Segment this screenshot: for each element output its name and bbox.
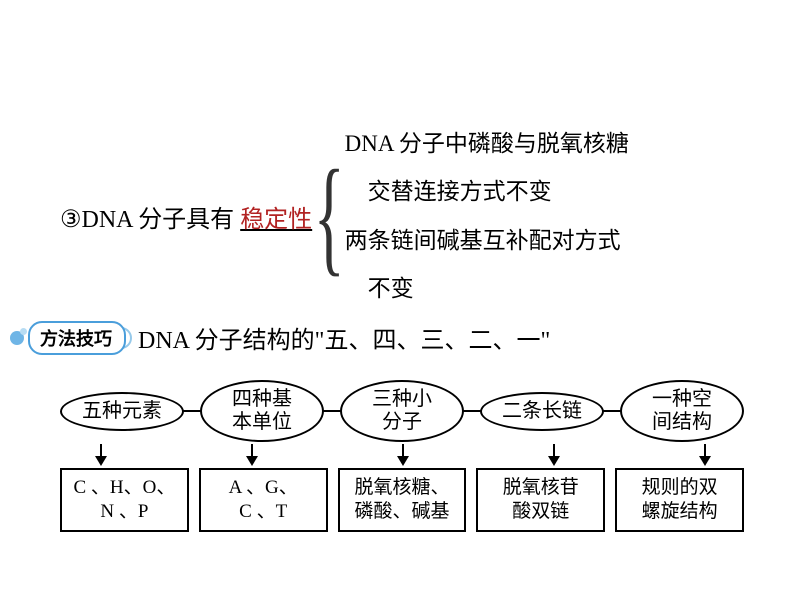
oval-line2: 分子 bbox=[356, 411, 448, 434]
oval-line1: 三种小 bbox=[372, 388, 432, 410]
structure-diagram: 五种元素 四种基 本单位 三种小 分子 二条长链 一种空 间结构 C 、H、O、… bbox=[60, 380, 744, 550]
brace-wrap: { DNA 分子中磷酸与脱氧核糖 交替连接方式不变 两条链间碱基互补配对方式 不… bbox=[316, 120, 629, 313]
oval-line1: 一种空 bbox=[652, 388, 712, 410]
oval-one: 一种空 间结构 bbox=[620, 380, 744, 442]
brace-items: DNA 分子中磷酸与脱氧核糖 交替连接方式不变 两条链间碱基互补配对方式 不变 bbox=[345, 120, 629, 313]
arrows-row bbox=[60, 444, 744, 466]
method-badge: 方法技巧 bbox=[10, 321, 126, 355]
oval-line2: 本单位 bbox=[216, 411, 308, 434]
box-chains: 脱氧核苷酸双链 bbox=[476, 468, 605, 532]
box-elements: C 、H、O、N 、P bbox=[60, 468, 189, 532]
prefix-text: ③DNA 分子具有 bbox=[60, 199, 234, 234]
stability-section: ③DNA 分子具有 稳定性 { DNA 分子中磷酸与脱氧核糖 交替连接方式不变 … bbox=[60, 120, 764, 313]
brace-line: DNA 分子中磷酸与脱氧核糖 bbox=[345, 120, 629, 168]
oval-five: 五种元素 bbox=[60, 392, 184, 431]
method-row: 方法技巧 DNA 分子结构的"五、四、三、二、一" bbox=[10, 320, 550, 355]
oval-line1: 四种基 bbox=[232, 388, 292, 410]
oval-line1: 二条长链 bbox=[502, 400, 582, 422]
brace-line: 交替连接方式不变 bbox=[345, 168, 629, 216]
boxes-row: C 、H、O、N 、P A 、G、C 、T 脱氧核糖、磷酸、碱基 脱氧核苷酸双链… bbox=[60, 468, 744, 532]
oval-line2: 间结构 bbox=[636, 411, 728, 434]
badge-text: 方法技巧 bbox=[28, 321, 126, 355]
ovals-row: 五种元素 四种基 本单位 三种小 分子 二条长链 一种空 间结构 bbox=[60, 380, 744, 442]
stability-word: 稳定性 bbox=[240, 199, 312, 234]
box-small-mol: 脱氧核糖、磷酸、碱基 bbox=[338, 468, 467, 532]
box-bases: A 、G、C 、T bbox=[199, 468, 328, 532]
box-structure: 规则的双螺旋结构 bbox=[615, 468, 744, 532]
brace-line: 不变 bbox=[345, 265, 629, 313]
stability-label: ③DNA 分子具有 稳定性 bbox=[60, 199, 312, 234]
connector bbox=[183, 410, 201, 412]
method-title: DNA 分子结构的"五、四、三、二、一" bbox=[138, 320, 550, 355]
connector bbox=[603, 410, 621, 412]
connector bbox=[323, 410, 341, 412]
oval-four: 四种基 本单位 bbox=[200, 380, 324, 442]
oval-two: 二条长链 bbox=[480, 392, 604, 431]
oval-line1: 五种元素 bbox=[82, 400, 162, 422]
connector bbox=[463, 410, 481, 412]
brace-line: 两条链间碱基互补配对方式 bbox=[345, 217, 629, 265]
badge-dot-icon bbox=[10, 331, 24, 345]
brace-icon: { bbox=[314, 158, 345, 275]
oval-three: 三种小 分子 bbox=[340, 380, 464, 442]
